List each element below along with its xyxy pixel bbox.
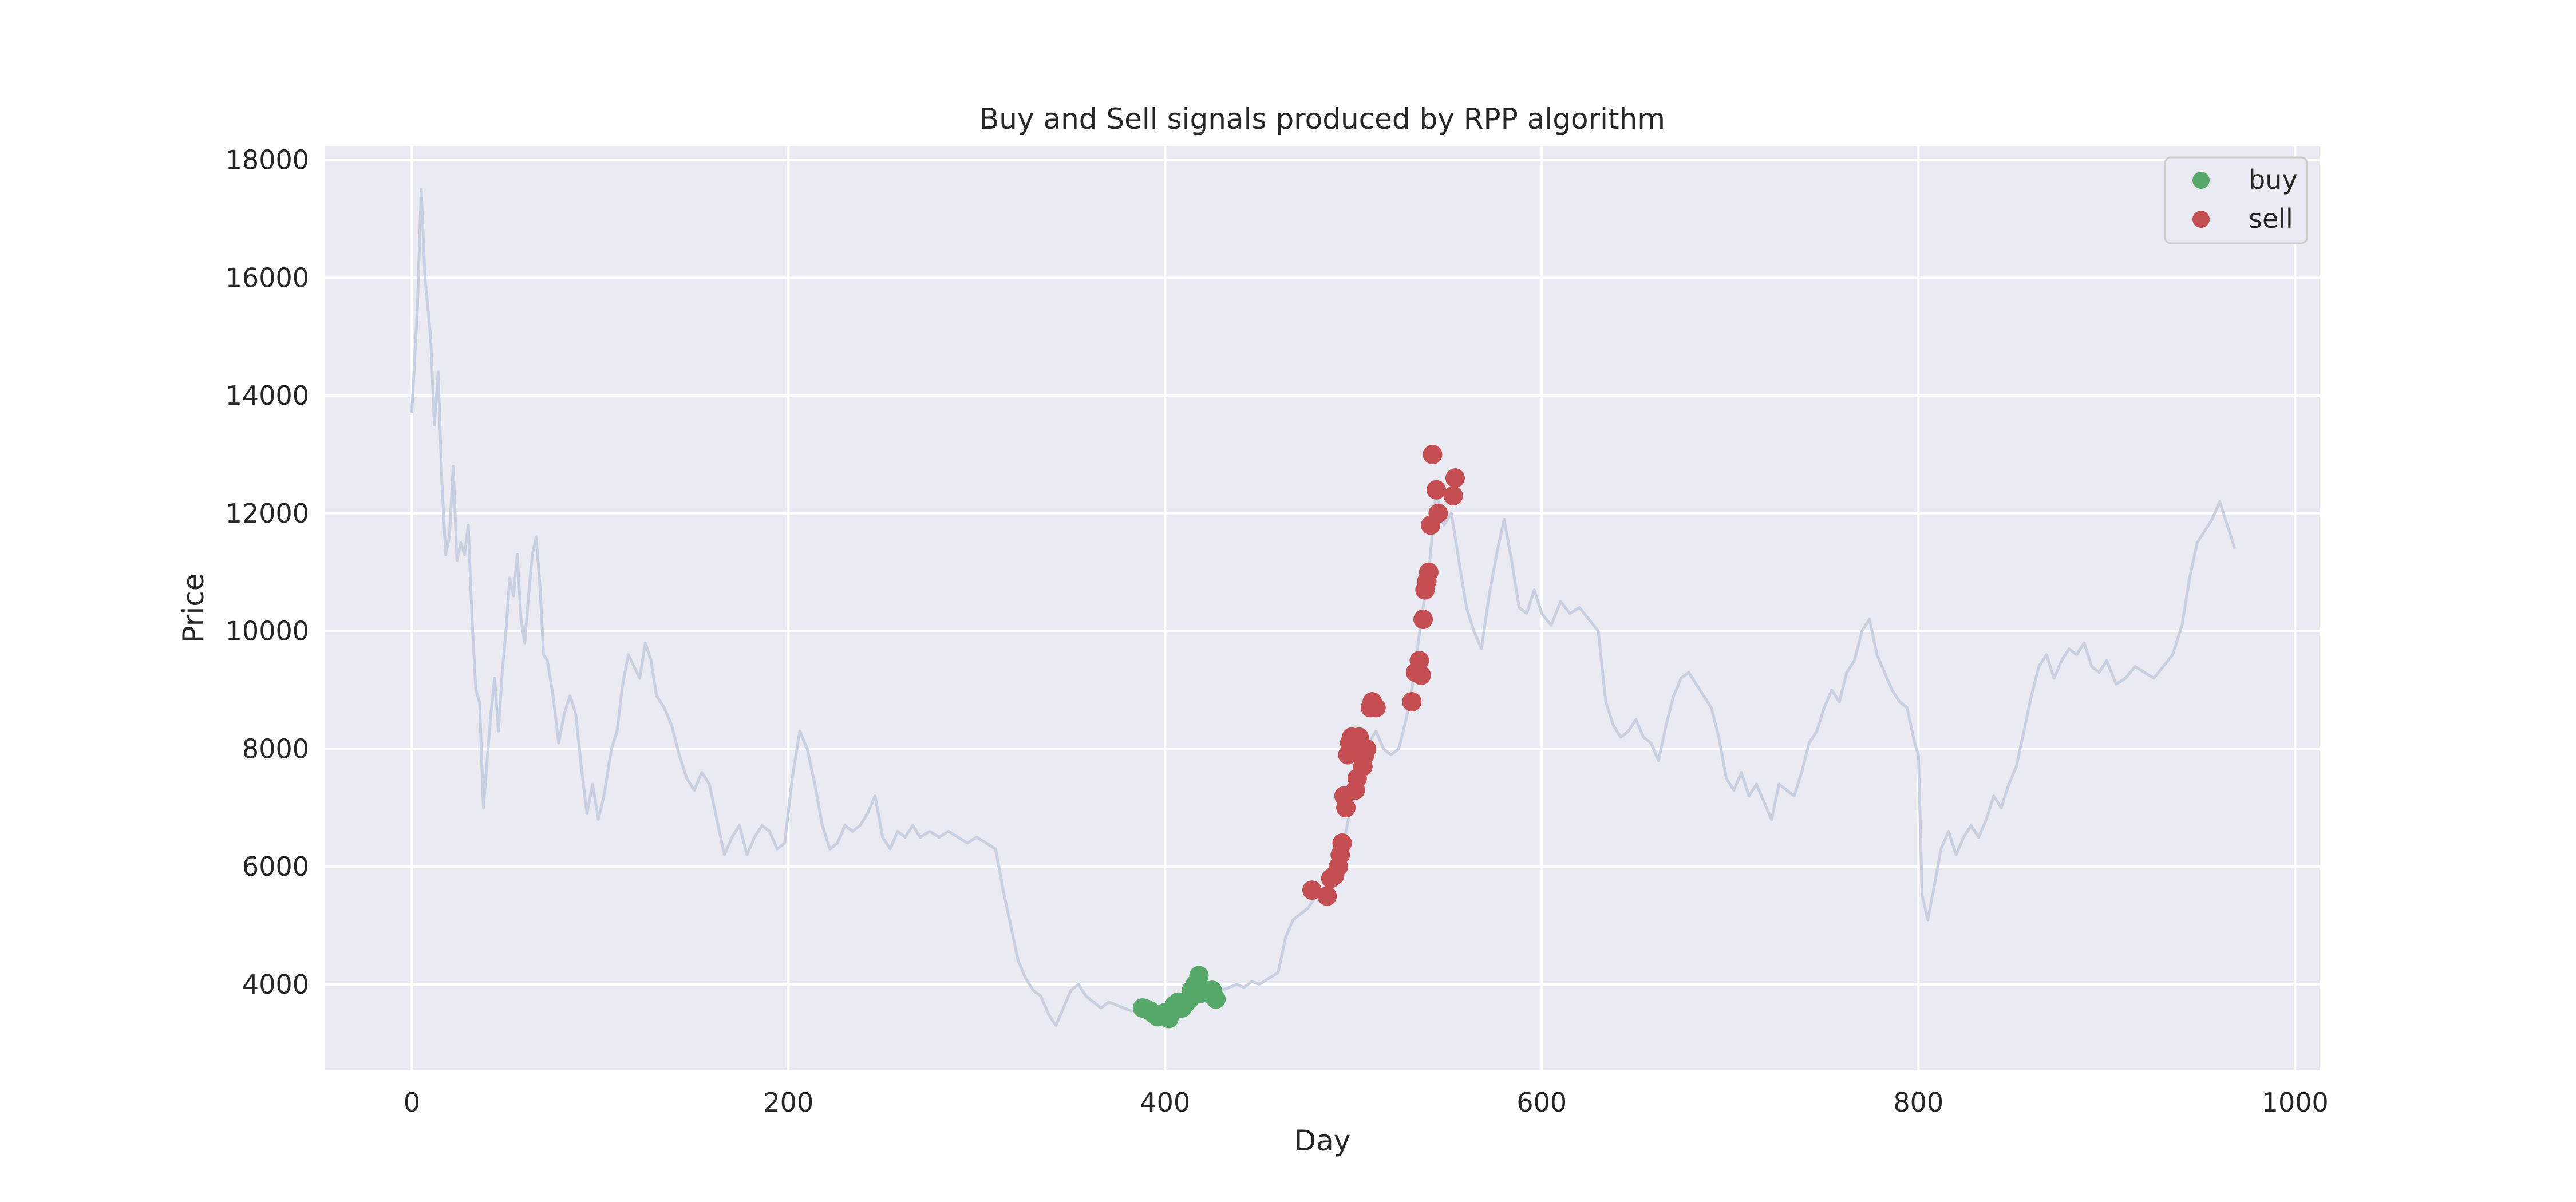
sell-points <box>1302 445 1465 906</box>
plot-area <box>325 146 2320 1070</box>
legend-buy-marker <box>2192 172 2210 189</box>
sell-point <box>1427 480 1447 500</box>
sell-point <box>1366 698 1386 718</box>
buy-points <box>1132 966 1226 1029</box>
x-tick-label: 1000 <box>2262 1087 2329 1118</box>
y-tick-label: 6000 <box>242 851 309 882</box>
y-tick-label: 4000 <box>242 969 309 1000</box>
buy-point <box>1206 989 1226 1009</box>
y-tick-label: 18000 <box>226 145 309 176</box>
y-axis-title: Price <box>177 574 210 643</box>
x-tick-label: 0 <box>404 1087 420 1118</box>
chart-title: Buy and Sell signals produced by RPP alg… <box>979 102 1665 136</box>
sell-point <box>1419 562 1439 582</box>
legend: buy sell <box>2164 156 2308 244</box>
legend-sell-label: sell <box>2249 203 2293 234</box>
sell-point <box>1332 833 1352 853</box>
y-tick-label: 8000 <box>242 733 309 764</box>
legend-sell-marker <box>2192 211 2210 228</box>
x-tick-label: 400 <box>1140 1087 1190 1118</box>
sell-point <box>1302 880 1322 900</box>
x-tick-label: 600 <box>1516 1087 1567 1118</box>
buy-point <box>1189 966 1209 986</box>
sell-point <box>1428 503 1448 523</box>
sell-point <box>1402 692 1422 712</box>
y-tick-label: 10000 <box>226 616 309 647</box>
sell-point <box>1317 886 1337 906</box>
x-axis-title: Day <box>1294 1124 1351 1157</box>
sell-point <box>1413 610 1433 630</box>
y-tick-label: 12000 <box>226 498 309 529</box>
sell-point <box>1445 468 1465 488</box>
price-line-layer <box>410 188 2237 1027</box>
x-tick-label: 800 <box>1893 1087 1943 1118</box>
sell-point <box>1443 486 1463 506</box>
legend-buy-label: buy <box>2249 164 2298 195</box>
sell-point <box>1423 445 1443 465</box>
grid <box>325 146 2320 1070</box>
y-tick-label: 14000 <box>226 380 309 411</box>
price-line <box>410 188 2237 1027</box>
sell-point <box>1411 665 1431 685</box>
x-axis-ticks: 0 200 400 600 800 1000 <box>404 1087 2329 1118</box>
sell-point <box>1409 651 1429 671</box>
sell-point <box>1336 798 1356 818</box>
sell-point <box>1357 739 1377 759</box>
y-tick-label: 16000 <box>226 262 309 293</box>
y-axis-ticks: 4000 6000 8000 10000 12000 14000 16000 18000 <box>226 145 309 1000</box>
x-tick-label: 200 <box>763 1087 813 1118</box>
